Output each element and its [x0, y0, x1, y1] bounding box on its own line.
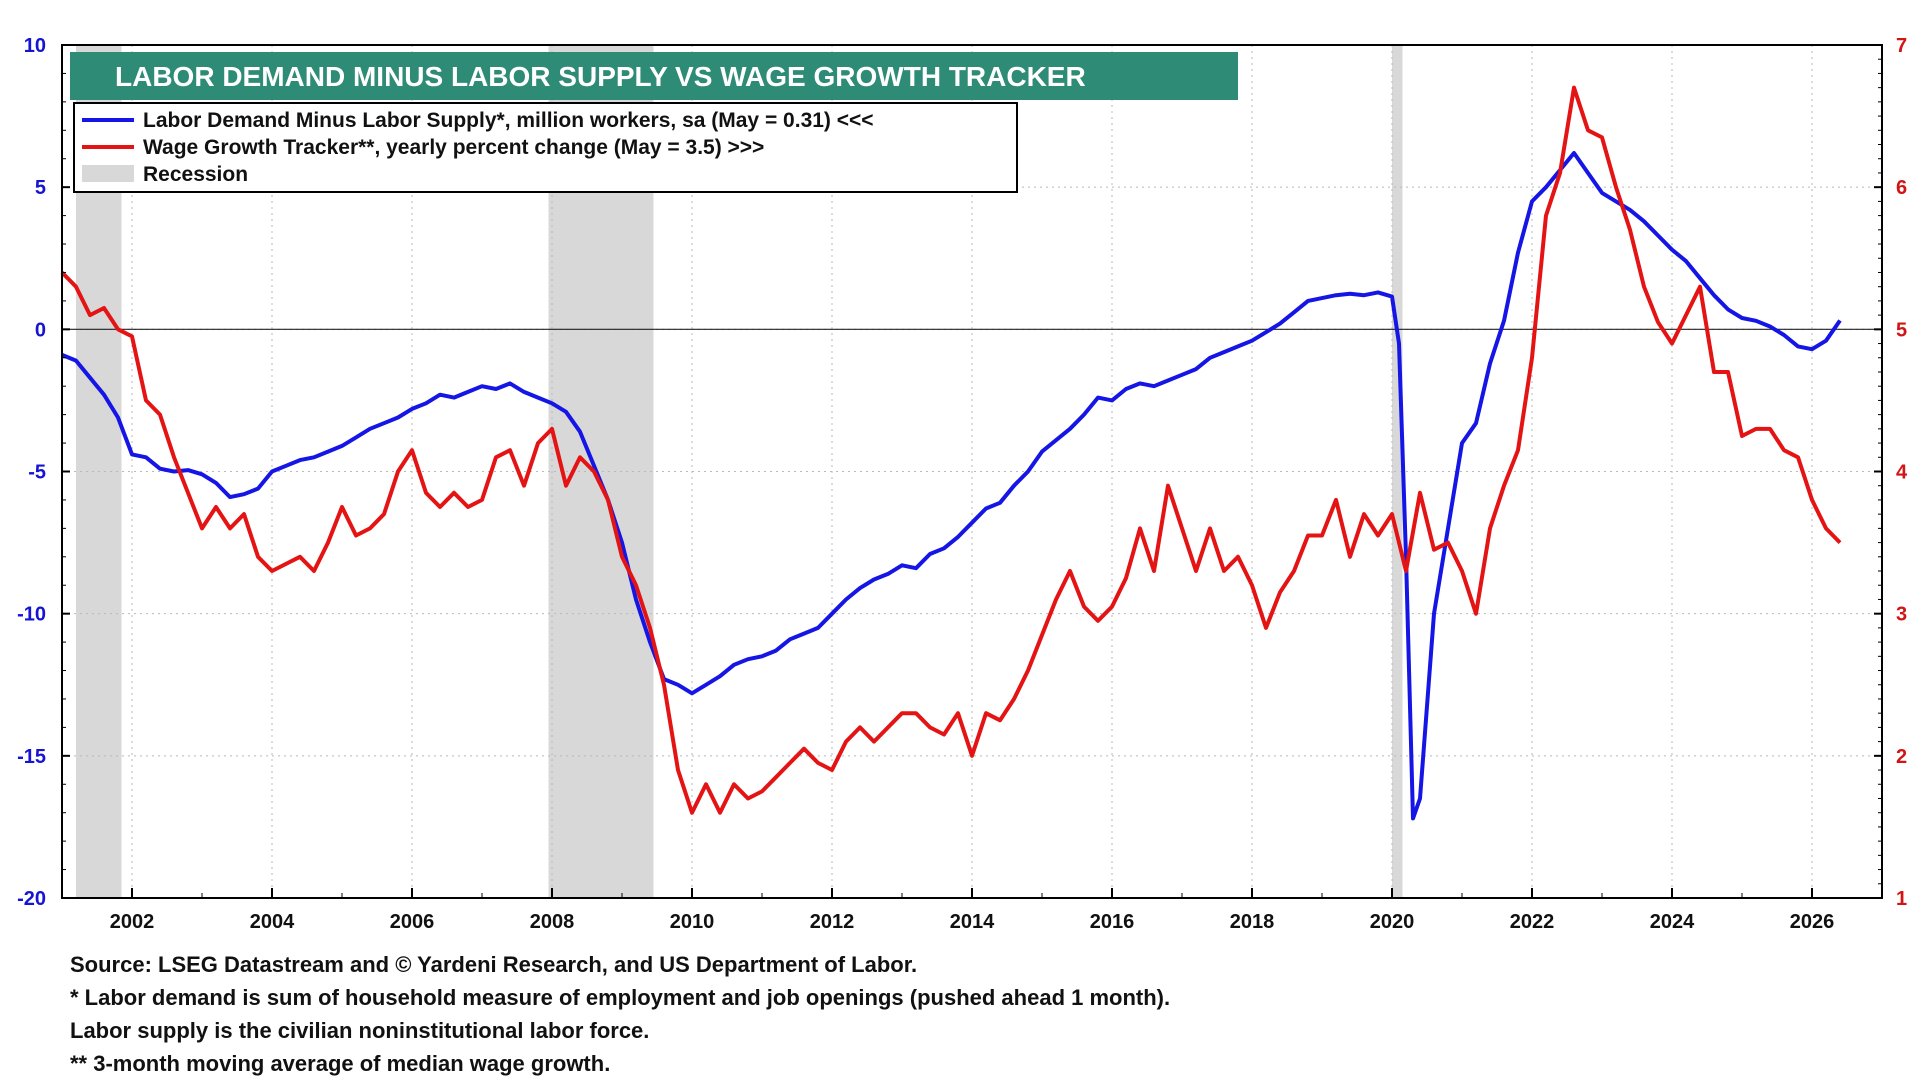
x-axis-tick-label: 2010 — [670, 911, 715, 933]
x-axis-tick-label: 2026 — [1790, 911, 1835, 933]
left-axis-tick-label: 0 — [35, 319, 46, 341]
legend: Labor Demand Minus Labor Supply*, millio… — [73, 102, 1018, 193]
x-axis-tick-label: 2008 — [530, 911, 575, 933]
chart-title: LABOR DEMAND MINUS LABOR SUPPLY VS WAGE … — [115, 61, 1086, 92]
labor-demand-minus-supply-line — [61, 151, 1842, 821]
footnote-wage-growth: ** 3-month moving average of median wage… — [70, 1051, 611, 1076]
recession-band — [1392, 45, 1403, 898]
legend-label-recession: Recession — [143, 163, 248, 186]
left-axis-tick-label: -5 — [28, 462, 46, 484]
x-axis-tick-label: 2016 — [1090, 911, 1135, 933]
chart-title-box: LABOR DEMAND MINUS LABOR SUPPLY VS WAGE … — [70, 52, 1238, 100]
right-axis-tick-label: 7 — [1896, 35, 1907, 57]
footnotes: Source: LSEG Datastream and © Yardeni Re… — [70, 948, 1870, 1080]
title-background — [70, 52, 1238, 100]
right-axis-tick-label: 3 — [1896, 604, 1907, 626]
wage-growth-tracker-line — [60, 85, 1842, 815]
footnote-labor-demand: * Labor demand is sum of household measu… — [70, 985, 1171, 1010]
right-axis-tick-label: 1 — [1896, 888, 1907, 910]
legend-label-labor: Labor Demand Minus Labor Supply*, millio… — [143, 109, 874, 132]
series-lines — [60, 85, 1842, 821]
x-axis-tick-label: 2024 — [1650, 911, 1695, 933]
x-axis-tick-label: 2014 — [950, 911, 995, 933]
x-axis-tick-label: 2020 — [1370, 911, 1415, 933]
x-axis-tick-label: 2022 — [1510, 911, 1555, 933]
legend-label-wage: Wage Growth Tracker**, yearly percent ch… — [143, 136, 764, 159]
left-axis-tick-label: -15 — [17, 746, 46, 768]
x-axis-tick-label: 2006 — [390, 911, 435, 933]
left-axis-tick-label: 5 — [35, 177, 46, 199]
right-axis-tick-label: 6 — [1896, 177, 1907, 199]
x-axis-tick-label: 2004 — [250, 911, 295, 933]
left-axis-tick-label: 10 — [24, 35, 46, 57]
right-axis-tick-label: 4 — [1896, 462, 1908, 484]
right-axis-tick-label: 2 — [1896, 746, 1907, 768]
source-note: Source: LSEG Datastream and © Yardeni Re… — [70, 952, 918, 977]
legend-box — [73, 102, 1018, 193]
footnote-labor-supply: Labor supply is the civilian noninstitut… — [70, 1018, 650, 1043]
left-axis-tick-label: -10 — [17, 604, 46, 626]
x-axis-tick-label: 2018 — [1230, 911, 1275, 933]
x-axis-tick-label: 2012 — [810, 911, 855, 933]
legend-swatch-recession — [82, 165, 134, 182]
x-axis-tick-label: 2002 — [110, 911, 155, 933]
right-axis-tick-label: 5 — [1896, 319, 1907, 341]
axes: 10 5 0 -5 -10 -15 -20 7 6 5 4 3 2 1 2002 2004 2006 2008 20… — [17, 35, 1908, 933]
left-axis-tick-label: -20 — [17, 888, 46, 910]
